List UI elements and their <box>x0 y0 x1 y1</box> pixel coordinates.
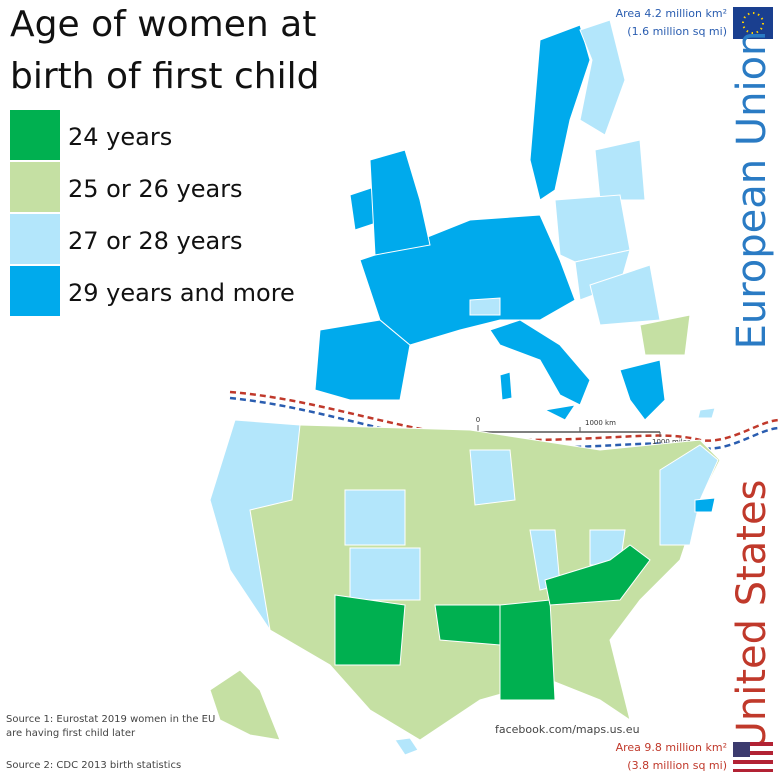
legend-swatch <box>10 266 60 316</box>
legend-label: 29 years and more <box>68 279 295 307</box>
source: are having first child later <box>6 728 136 739</box>
region <box>349 547 421 601</box>
credit: facebook.com/maps.us.eu <box>495 723 640 736</box>
source: Source 1: Eurostat 2019 women in the EU <box>6 714 215 725</box>
eu-name: European Union <box>729 31 775 350</box>
region <box>594 139 646 201</box>
eu-area-imperial: (1.6 million sq mi) <box>627 25 727 38</box>
us-name: United States <box>729 480 775 751</box>
region <box>619 359 666 421</box>
region <box>543 404 577 421</box>
legend-swatch <box>10 162 60 212</box>
eu-map <box>314 19 716 421</box>
region <box>369 149 431 256</box>
region <box>469 449 516 506</box>
legend-label: 27 or 28 years <box>68 227 243 255</box>
legend-label: 24 years <box>68 123 172 151</box>
eu-area: Area 4.2 million km² <box>616 7 727 20</box>
region <box>544 544 651 606</box>
region <box>434 604 501 646</box>
us-map <box>209 419 721 756</box>
source: Source 2: CDC 2013 birth statistics <box>6 760 181 771</box>
us-area: Area 9.8 million km² <box>616 741 727 754</box>
region <box>469 297 501 316</box>
scale-label: 1000 km <box>585 419 616 427</box>
us-area-imperial: (3.8 million sq mi) <box>627 759 727 772</box>
region <box>694 497 716 513</box>
scale-label: 1000 miles <box>652 438 691 446</box>
eu-flag-stars <box>742 12 764 34</box>
region <box>489 319 591 406</box>
border-line <box>229 390 780 442</box>
region <box>697 407 716 419</box>
region <box>394 737 419 756</box>
region <box>209 419 301 631</box>
region <box>499 599 556 701</box>
legend: 24 years 25 or 26 years 27 or 28 years 29 y… <box>10 110 295 316</box>
region <box>334 594 406 666</box>
legend-label: 25 or 26 years <box>68 175 243 203</box>
legend-swatch <box>10 110 60 160</box>
us-flag <box>733 742 773 772</box>
region <box>344 489 406 546</box>
legend-swatch <box>10 214 60 264</box>
title: Age of women at <box>10 4 316 45</box>
region <box>499 371 513 401</box>
scale-label: 0 <box>476 416 480 424</box>
title: birth of first child <box>10 56 319 97</box>
region <box>579 19 626 136</box>
region <box>639 314 691 356</box>
region <box>209 669 281 741</box>
region <box>589 264 661 326</box>
